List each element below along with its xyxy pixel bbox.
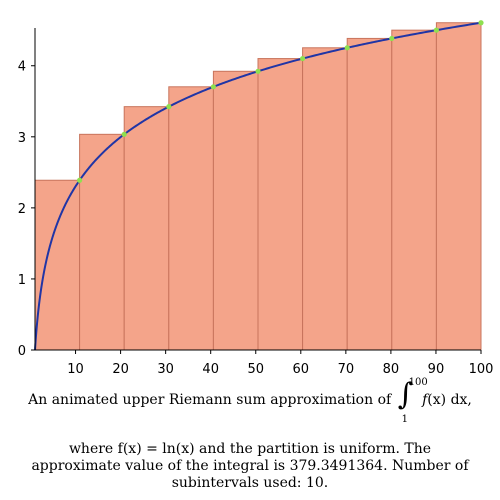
x-tick-label-40: 40 bbox=[202, 362, 219, 377]
integrand-function: f bbox=[422, 392, 428, 408]
sample-point-2 bbox=[121, 131, 127, 137]
riemann-bar-4 bbox=[168, 86, 214, 351]
x-tick-label-90: 90 bbox=[428, 362, 445, 377]
riemann-bar-9 bbox=[391, 29, 437, 351]
y-tick-label-0: 0 bbox=[18, 344, 26, 359]
bars-layer bbox=[34, 22, 482, 351]
x-tick-label-100: 100 bbox=[469, 362, 494, 377]
y-tick-label-4: 4 bbox=[18, 60, 26, 75]
integral-sign: ∫ bbox=[397, 377, 414, 412]
riemann-bar-1 bbox=[34, 179, 81, 351]
axes bbox=[34, 28, 481, 351]
riemann-bar-6 bbox=[257, 58, 304, 351]
y-tick-label-2: 2 bbox=[18, 202, 26, 217]
sample-point-4 bbox=[210, 84, 216, 90]
sample-point-10 bbox=[478, 20, 484, 26]
x-tick-label-50: 50 bbox=[247, 362, 264, 377]
sample-point-3 bbox=[166, 104, 172, 110]
y-tick-label-1: 1 bbox=[18, 273, 26, 288]
sample-point-8 bbox=[389, 35, 395, 42]
riemann-bar-8 bbox=[346, 37, 393, 351]
caption-intro: An animated upper Riemann sum approximat… bbox=[28, 392, 392, 408]
caption-line-4: subintervals used: 10. bbox=[171, 475, 329, 491]
ln-curve bbox=[34, 21, 482, 351]
sample-point-9 bbox=[433, 27, 439, 33]
riemann-bar-2 bbox=[79, 133, 125, 351]
x-tick-label-10: 10 bbox=[67, 362, 84, 377]
caption-line-1: An animated upper Riemann sum approximat… bbox=[0, 377, 500, 425]
ticks: 10 20 30 40 50 60 70 80 90 100 0 1 2 3 4 bbox=[18, 60, 494, 377]
sample-point-7 bbox=[344, 45, 350, 51]
x-tick-label-70: 70 bbox=[338, 362, 355, 377]
sample-point-1 bbox=[77, 177, 83, 183]
x-tick-label-80: 80 bbox=[383, 362, 400, 377]
riemann-bar-7 bbox=[302, 47, 348, 351]
caption-line-2: where f(x) = ln(x) and the partition is … bbox=[68, 441, 432, 457]
integral-upper-limit: 100 bbox=[408, 377, 428, 388]
integral-symbol: ∫ 100 1 bbox=[396, 377, 428, 425]
riemann-bar-10 bbox=[435, 22, 482, 351]
riemann-sum-chart: 10 20 30 40 50 60 70 80 90 100 0 1 2 3 4 bbox=[18, 20, 494, 377]
caption-line-3: approximate value of the integral is 379… bbox=[31, 458, 469, 474]
x-tick-label-30: 30 bbox=[157, 362, 174, 377]
x-tick-label-20: 20 bbox=[112, 362, 129, 377]
caption-body: where f(x) = ln(x) and the partition is … bbox=[0, 441, 500, 492]
y-tick-label-3: 3 bbox=[18, 131, 26, 146]
x-tick-label-60: 60 bbox=[293, 362, 310, 377]
riemann-bar-3 bbox=[123, 106, 170, 351]
integral-lower-limit: 1 bbox=[401, 414, 409, 425]
points-layer bbox=[77, 20, 484, 183]
integrand-rest: (x) dx, bbox=[427, 392, 472, 408]
sample-point-5 bbox=[255, 68, 261, 74]
sample-point-6 bbox=[300, 55, 306, 62]
riemann-bar-5 bbox=[212, 70, 259, 351]
